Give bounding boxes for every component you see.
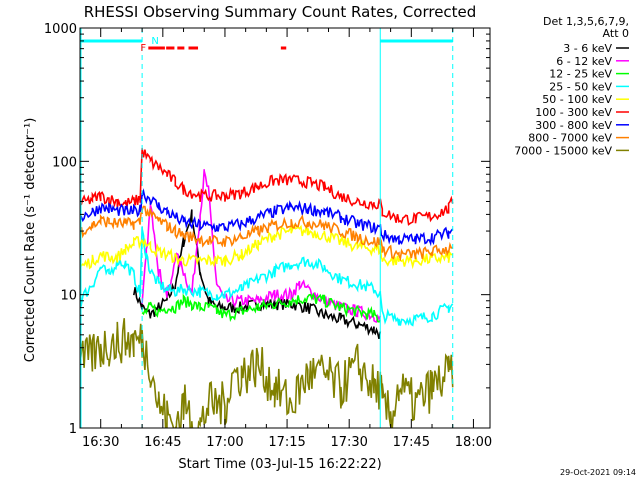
y-tick-label-4: 1000 [44,22,77,37]
flag-n-label: N [151,36,158,47]
x-tick-label-7: 18:00 [455,435,492,450]
legend-entry-6: 100 - 300 keV [535,106,612,119]
chart-title: RHESSI Observing Summary Count Rates, Co… [84,3,477,21]
series-line-2 [141,169,382,323]
x-tick-label-1: 16:30 [82,435,119,450]
legend-entry-4: 25 - 50 keV [549,80,612,93]
axes-layer: 16:30 16:45 17:00 17:15 17:30 17:45 18:00 1 10 10… [44,22,492,450]
legend-header-2: Att 0 [603,27,629,40]
footer-timestamp: 29-Oct-2021 09:14 [560,468,636,477]
series-line-9 [80,318,454,428]
y-axis-label: Corrected Count Rate (s⁻¹ detector⁻¹) [23,118,38,363]
series-line-4 [80,226,454,327]
y-tick-label-3: 100 [52,155,77,170]
x-tick-label-2: 16:45 [144,435,181,450]
flag-f-label: F [140,43,146,54]
legend-entry-5: 50 - 100 keV [542,93,612,106]
series-line-7 [80,188,454,247]
plot-layer: FN [80,28,454,428]
legend-entry-8: 800 - 7000 keV [528,132,612,145]
legend-entry-7: 300 - 800 keV [535,119,612,132]
series-line-5 [80,223,453,270]
y-tick-label-1: 1 [69,422,77,437]
x-tick-label-4: 17:15 [268,435,305,450]
plot-frame [79,27,491,429]
legend-entry-1: 3 - 6 keV [563,42,612,55]
series-line-3 [141,292,381,323]
x-tick-label-3: 17:00 [206,435,243,450]
x-tick-label-5: 17:30 [330,435,367,450]
legend-header-1: Det 1,3,5,6,7,9, [543,15,629,28]
y-tick-label-2: 10 [60,289,77,304]
series-line-6 [80,148,454,226]
legend-entry-3: 12 - 25 keV [549,68,612,81]
legend-entry-2: 6 - 12 keV [556,55,612,68]
legend-entry-9: 7000 - 15000 keV [514,144,612,157]
series-line-8 [80,205,453,262]
x-axis-label: Start Time (03-Jul-15 16:22:22) [178,457,381,472]
x-tick-label-6: 17:45 [393,435,430,450]
